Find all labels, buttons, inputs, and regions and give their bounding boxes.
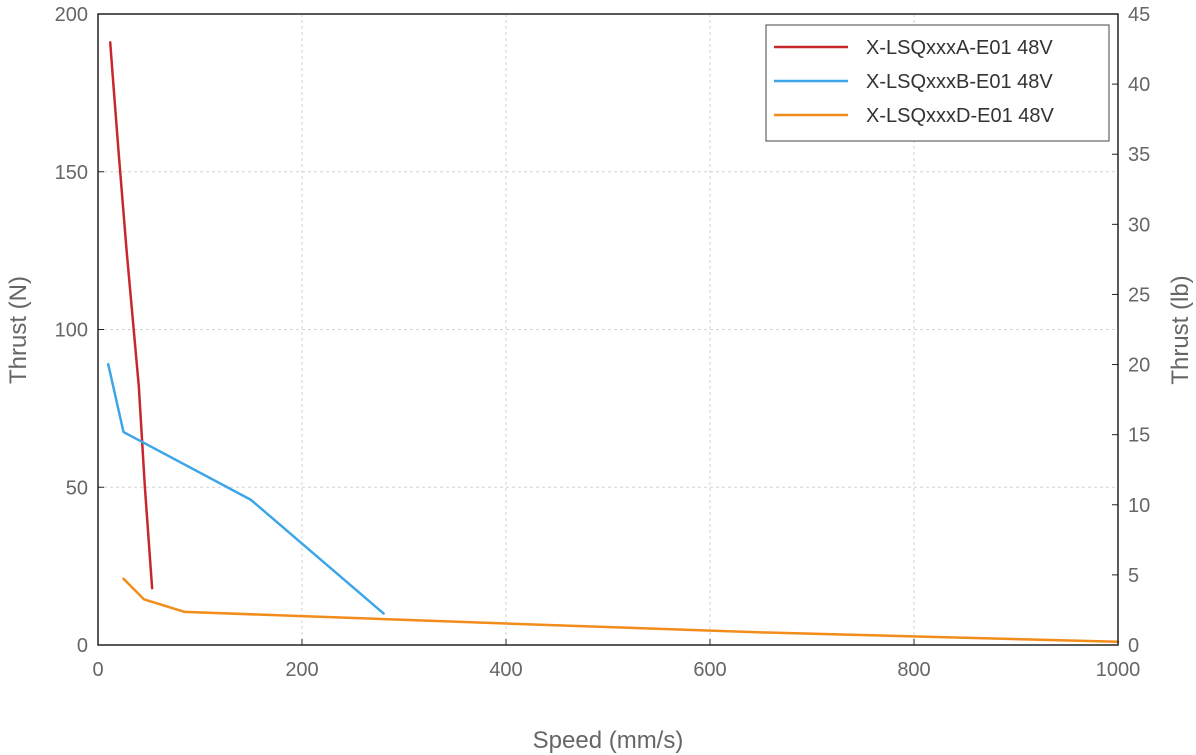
grid-layer	[98, 14, 1118, 645]
y2-axis-label: Thrust (lb)	[1167, 275, 1194, 384]
y-tick-label: 50	[66, 477, 88, 499]
series-layer	[106, 41, 1120, 644]
legend-label-1: X-LSQxxxA-E01 48V	[866, 37, 1053, 59]
series-line-2	[106, 362, 385, 615]
legend-items: X-LSQxxxA-E01 48V X-LSQxxxB-E01 48V X-LSQx…	[774, 37, 1055, 127]
y-tick-label: 150	[55, 162, 88, 184]
y2-tick-label: 35	[1128, 144, 1150, 166]
y-tick-label: 100	[55, 320, 88, 342]
x-tick-label: 200	[285, 659, 318, 681]
y-axis-label: Thrust (N)	[5, 276, 32, 384]
x-tick-label: 0	[92, 659, 103, 681]
y2-tick-label: 20	[1128, 355, 1150, 377]
x-tick-label: 600	[693, 659, 726, 681]
y2-tick-label: 10	[1128, 495, 1150, 517]
legend-box	[765, 24, 1110, 142]
series-line-1	[108, 41, 154, 590]
y2-tick-label: 15	[1128, 425, 1150, 447]
y2-tick-label: 5	[1128, 565, 1139, 587]
x-tick-label: 1000	[1096, 659, 1141, 681]
x-tick-label: 400	[489, 659, 522, 681]
x-axis-label: Speed (mm/s)	[533, 727, 684, 754]
legend-label-3: X-LSQxxxD-E01 48V	[866, 105, 1055, 127]
y2-tick-label: 0	[1128, 635, 1139, 657]
tick-layer: 0 200 400 600 800 100005010015020005101520253…	[55, 4, 1151, 681]
series-line-3	[122, 577, 1120, 644]
x-tick-label: 800	[897, 659, 930, 681]
legend-label-2: X-LSQxxxB-E01 48V	[866, 71, 1053, 93]
y2-tick-label: 30	[1128, 214, 1150, 236]
y-tick-label: 0	[77, 635, 88, 657]
y-tick-label: 200	[55, 4, 88, 26]
y2-tick-label: 25	[1128, 284, 1150, 306]
y2-tick-label: 45	[1128, 4, 1150, 26]
y2-tick-label: 40	[1128, 74, 1150, 96]
legend: X-LSQxxxA-E01 48V X-LSQxxxB-E01 48V X-LSQx…	[765, 24, 1110, 142]
